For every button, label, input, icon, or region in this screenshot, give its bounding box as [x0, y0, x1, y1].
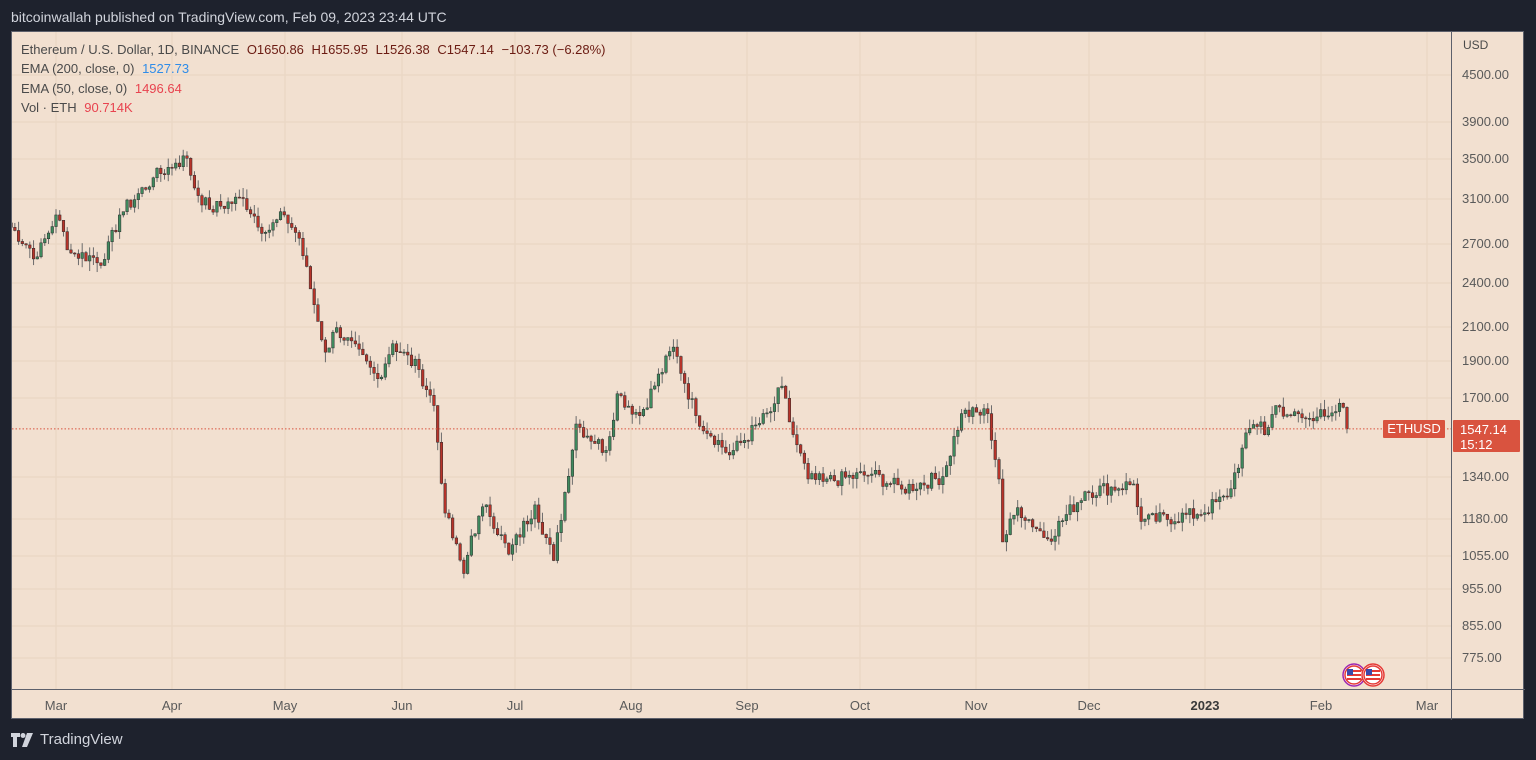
- legend-change: −103.73 (−6.28%): [501, 42, 606, 57]
- price-tick-label: 2100.00: [1462, 319, 1509, 334]
- tradingview-logo-icon: [11, 732, 33, 747]
- legend-ema50-row[interactable]: EMA (50, close, 0) 1496.64: [21, 79, 606, 98]
- last-price-value: 1547.14: [1460, 422, 1507, 437]
- us-flag-event-icons[interactable]: [1340, 662, 1388, 693]
- price-tick-label: 955.00: [1462, 581, 1502, 596]
- tradingview-logo[interactable]: TradingView: [11, 731, 123, 748]
- time-tick-label: 2023: [1190, 698, 1220, 713]
- legend-ema200-row[interactable]: EMA (200, close, 0) 1527.73: [21, 59, 606, 78]
- volume-value: 90.714K: [84, 99, 133, 115]
- price-tick-label: 3500.00: [1462, 151, 1509, 166]
- time-axis[interactable]: Mar Apr May Jun Jul Aug Sep Oct Nov Dec 2023 Feb Mar: [12, 689, 1451, 720]
- chart-frame: Ethereum / U.S. Dollar, 1D, BINANCE O165…: [5, 31, 1525, 720]
- time-tick-label: Feb: [1309, 698, 1333, 713]
- price-tick-label: 1340.00: [1462, 469, 1509, 484]
- price-tick-label: 1055.00: [1462, 548, 1509, 563]
- time-tick-label: Dec: [1077, 698, 1101, 713]
- time-tick-label: Mar: [44, 698, 68, 713]
- ema50-label: EMA (50, close, 0): [21, 80, 128, 96]
- axis-corner: [1451, 689, 1525, 720]
- time-tick-label: Jun: [391, 698, 413, 713]
- price-tick-label: 2700.00: [1462, 236, 1509, 251]
- time-tick-label: Apr: [161, 698, 183, 713]
- publisher-line: bitcoinwallah published on TradingView.c…: [11, 9, 447, 25]
- time-tick-label: May: [272, 698, 298, 713]
- brand-name: TradingView: [40, 731, 123, 748]
- legend-open: O1650.86: [246, 42, 304, 57]
- time-tick-label: Sep: [735, 698, 759, 713]
- time-tick-label: Jul: [506, 698, 524, 713]
- ema200-label: EMA (200, close, 0): [21, 61, 135, 77]
- time-tick-label: Nov: [964, 698, 988, 713]
- symbol-title[interactable]: Ethereum / U.S. Dollar, 1D, BINANCE: [21, 42, 240, 57]
- ema200-value: 1527.73: [142, 61, 190, 77]
- chart-plot-area[interactable]: Ethereum / U.S. Dollar, 1D, BINANCE O165…: [5, 32, 1451, 689]
- time-tick-label: Mar: [1415, 698, 1439, 713]
- price-tick-label: 1900.00: [1462, 353, 1509, 368]
- volume-label: Vol · ETH: [21, 99, 77, 115]
- time-tick-label: Aug: [619, 698, 643, 713]
- currency-label[interactable]: USD: [1463, 38, 1489, 52]
- legend-symbol-row: Ethereum / U.S. Dollar, 1D, BINANCE O165…: [21, 40, 606, 59]
- price-tick-label: 1180.00: [1462, 511, 1509, 526]
- price-tick-label: 855.00: [1462, 618, 1502, 633]
- legend-volume-row[interactable]: Vol · ETH 90.714K: [21, 98, 606, 117]
- price-tick-label: 3900.00: [1462, 114, 1509, 129]
- time-tick-label: Oct: [849, 698, 871, 713]
- legend-high: H1655.95: [311, 42, 368, 57]
- price-tick-label: 3100.00: [1462, 191, 1509, 206]
- price-tick-label: 775.00: [1462, 650, 1502, 665]
- last-price-tag: 1547.14 15:12: [1453, 420, 1520, 452]
- legend-close: C1547.14: [437, 42, 494, 57]
- economic-event-flag-icon: [1342, 663, 1385, 687]
- price-axis[interactable]: USD 1547.14 15:12 4500.00 3900.00 3500.00 3…: [1451, 32, 1525, 689]
- chart-legend: Ethereum / U.S. Dollar, 1D, BINANCE O165…: [21, 40, 606, 117]
- price-tick-label: 2400.00: [1462, 275, 1509, 290]
- bar-countdown: 15:12: [1460, 437, 1493, 452]
- ema50-value: 1496.64: [134, 80, 182, 96]
- candlestick-chart: [5, 32, 1451, 689]
- price-tick-label: 4500.00: [1462, 67, 1509, 82]
- legend-low: L1526.38: [375, 42, 430, 57]
- price-tick-label: 1700.00: [1462, 390, 1509, 405]
- symbol-price-tag: ETHUSD: [1383, 420, 1445, 438]
